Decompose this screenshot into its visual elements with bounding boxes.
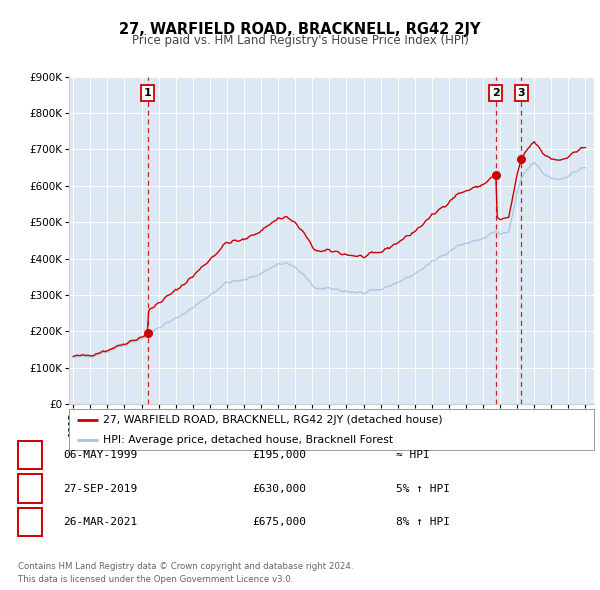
Text: ≈ HPI: ≈ HPI — [396, 450, 430, 460]
Text: 1: 1 — [143, 88, 151, 98]
Text: 27, WARFIELD ROAD, BRACKNELL, RG42 2JY (detached house): 27, WARFIELD ROAD, BRACKNELL, RG42 2JY (… — [103, 415, 443, 425]
Text: Contains HM Land Registry data © Crown copyright and database right 2024.: Contains HM Land Registry data © Crown c… — [18, 562, 353, 571]
Text: 8% ↑ HPI: 8% ↑ HPI — [396, 517, 450, 527]
Text: 2: 2 — [26, 482, 34, 495]
Text: 3: 3 — [518, 88, 525, 98]
Text: Price paid vs. HM Land Registry's House Price Index (HPI): Price paid vs. HM Land Registry's House … — [131, 34, 469, 47]
Text: 06-MAY-1999: 06-MAY-1999 — [63, 450, 137, 460]
Text: £630,000: £630,000 — [252, 484, 306, 493]
Text: HPI: Average price, detached house, Bracknell Forest: HPI: Average price, detached house, Brac… — [103, 435, 393, 444]
Text: 1: 1 — [26, 448, 34, 461]
Text: £675,000: £675,000 — [252, 517, 306, 527]
Text: This data is licensed under the Open Government Licence v3.0.: This data is licensed under the Open Gov… — [18, 575, 293, 584]
Text: 27, WARFIELD ROAD, BRACKNELL, RG42 2JY: 27, WARFIELD ROAD, BRACKNELL, RG42 2JY — [119, 22, 481, 37]
Text: 26-MAR-2021: 26-MAR-2021 — [63, 517, 137, 527]
Text: 5% ↑ HPI: 5% ↑ HPI — [396, 484, 450, 493]
Text: 27-SEP-2019: 27-SEP-2019 — [63, 484, 137, 493]
Text: £195,000: £195,000 — [252, 450, 306, 460]
Text: 3: 3 — [26, 516, 34, 529]
Text: 2: 2 — [492, 88, 500, 98]
